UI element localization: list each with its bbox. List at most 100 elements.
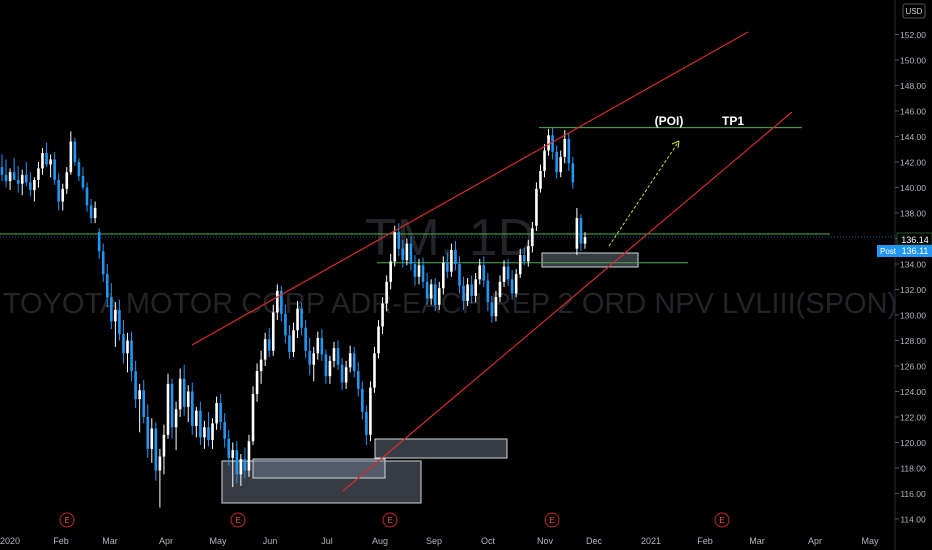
candle-body: [527, 246, 530, 262]
y-tick-label: 148.00: [900, 81, 926, 91]
price-axis[interactable]: USD: [894, 0, 932, 550]
candle-body: [259, 359, 263, 372]
y-tick-label: 130.00: [900, 311, 926, 321]
candle-body: [361, 388, 364, 412]
candle-body: [37, 168, 40, 180]
candle-body: [441, 262, 445, 289]
candle-body: [389, 261, 392, 282]
candle-body: [494, 297, 498, 317]
candle-body: [429, 284, 433, 299]
x-tick-label: Oct: [481, 536, 496, 546]
earnings-marker-label: E: [235, 516, 240, 525]
candle-body: [288, 335, 291, 352]
time-axis[interactable]: 2020 Feb Mar Apr May Jun Jul Aug Sep Oct Nov Dec 202…: [0, 536, 879, 546]
candle-body: [312, 353, 316, 365]
x-tick-label: 2020: [0, 536, 20, 546]
post-price-tag: [899, 245, 932, 257]
y-tick-label: 120.00: [900, 438, 926, 448]
candle-body: [190, 391, 194, 426]
earnings-marker-label: E: [64, 516, 69, 525]
x-tick-label: Dec: [586, 536, 603, 546]
poi-label: (POI): [655, 114, 684, 128]
earnings-marker-label: E: [387, 516, 392, 525]
earnings-marker: [382, 512, 398, 528]
candle-body: [247, 441, 251, 471]
y-tick-label: 128.00: [900, 336, 926, 346]
candle-body: [97, 232, 101, 252]
candle-body: [110, 297, 113, 322]
y-tick-label: 118.00: [900, 464, 926, 474]
arrow-head: [671, 140, 680, 149]
candle-body: [0, 167, 4, 175]
candle-body: [211, 423, 214, 440]
earnings-marker: [544, 512, 560, 528]
x-tick-label: Mar: [102, 536, 118, 546]
current-price-label: 136.14: [901, 235, 929, 245]
candle-body: [478, 265, 482, 280]
candle-body: [73, 141, 77, 162]
arrow-shaft: [608, 140, 680, 247]
candle-body: [61, 188, 65, 202]
candle-body: [126, 340, 129, 354]
candle-body: [571, 163, 575, 183]
candle-body: [93, 207, 97, 219]
candle-body: [158, 456, 162, 471]
candle-body: [284, 313, 287, 336]
candle-body: [154, 428, 158, 471]
candle-body: [397, 232, 401, 249]
candle-body: [466, 284, 469, 301]
candle-body: [474, 279, 477, 296]
demand-zone: [374, 438, 508, 459]
candle-body: [33, 179, 36, 191]
candle-body: [470, 284, 473, 296]
y-tick-label: 150.00: [900, 56, 926, 66]
candle-body: [138, 390, 141, 400]
candle-body: [344, 367, 348, 383]
y-tick-label: 126.00: [900, 362, 926, 372]
candle-body: [304, 327, 307, 351]
x-tick-label: Nov: [537, 536, 554, 546]
candle-body: [182, 378, 186, 407]
candle-body: [69, 141, 73, 173]
currency-badge[interactable]: [902, 3, 926, 19]
candle-body: [271, 312, 275, 351]
trend-lines: [191, 31, 793, 492]
price-axis-bg: [895, 0, 932, 550]
currency-label: USD: [906, 7, 923, 16]
y-tick-label: 142.00: [900, 158, 926, 168]
candle-body: [328, 360, 332, 377]
candle-body: [425, 281, 429, 299]
candle-body: [535, 188, 538, 226]
post-tag-label: Post: [880, 247, 897, 256]
candle-body: [563, 139, 567, 157]
candle-body: [296, 308, 299, 331]
y-tick-label: 124.00: [900, 387, 926, 397]
candle-body: [356, 371, 360, 389]
candle-body: [118, 309, 121, 335]
candle-body: [4, 174, 8, 182]
horizontal-levels: [0, 127, 895, 264]
y-tick-label: 116.00: [900, 489, 926, 499]
candle-body: [231, 450, 235, 458]
earnings-marker: [714, 512, 730, 528]
earnings-marker: [59, 512, 75, 528]
candle-body: [583, 237, 587, 244]
watermark-name: TOYOTA MOTOR CORP ADR-EACH REP 2 ORD NPV…: [3, 288, 897, 320]
candle-body: [166, 383, 170, 435]
y-tick-label: 140.00: [900, 183, 926, 193]
candle-body: [105, 274, 109, 298]
earnings-marker-label: E: [549, 516, 554, 525]
candle-body: [446, 262, 449, 272]
y-tick-label: 138.00: [900, 209, 926, 219]
candle-body: [413, 264, 417, 277]
candle-body: [405, 243, 409, 261]
candle-body: [498, 281, 502, 298]
y-tick-label: 132.00: [900, 285, 926, 295]
x-tick-label: Feb: [53, 536, 69, 546]
candle-body: [186, 391, 190, 407]
candle-body: [195, 410, 198, 426]
x-tick-label: May: [861, 536, 879, 546]
candle-body: [393, 232, 397, 262]
